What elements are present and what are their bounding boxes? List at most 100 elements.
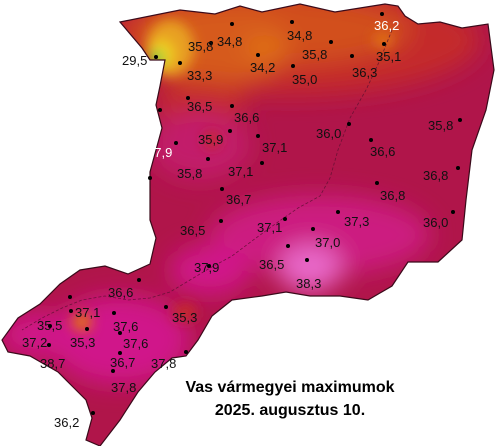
station-dot [47,343,51,347]
station-temperature-label: 36,7 [110,355,135,370]
station-dot [228,129,232,133]
station-temperature-label: 36,6 [108,285,133,300]
station-dot [369,138,373,142]
station-temperature-label: 37,1 [75,305,100,320]
station-temperature-label: 38,7 [40,356,65,371]
station-marker: 37,1 [68,295,100,320]
station-marker: 36,7 [220,187,251,207]
station-dot [456,166,460,170]
station-marker: 37,8 [111,369,136,395]
station-dot [184,350,188,354]
station-marker: 37,1 [228,161,264,179]
station-temperature-label: 34,2 [250,60,275,75]
station-temperature-label: 35,0 [292,72,317,87]
station-marker: 37,9 [194,260,219,275]
county-border [1,3,495,446]
station-marker: 36,5 [186,96,212,114]
station-dot [311,227,315,231]
station-temperature-label: 33,3 [187,68,212,83]
station-dot [283,217,287,221]
station-temperature-label: 37,6 [113,319,138,334]
station-marker: 37,6 [118,331,148,351]
station-marker: 37,8 [151,350,188,371]
station-temperature-label: 36,7 [226,192,251,207]
station-marker: 37,9 [147,141,178,160]
station-temperature-label: 37,8 [117,181,142,196]
station-temperature-label: 36,3 [352,65,377,80]
station-temperature-label: 37,9 [194,260,219,275]
station-dot [219,219,223,223]
station-dot [329,40,333,44]
station-marker: 36,0 [423,210,455,230]
station-temperature-label: 36,0 [423,215,448,230]
station-temperature-label: 37,9 [147,145,172,160]
station-temperature-label: 35,9 [198,132,223,147]
station-temperature-label: 37,1 [262,140,287,155]
station-dot [305,258,309,262]
station-dot [230,22,234,26]
station-temperature-label: 35,8 [302,47,327,62]
station-dot [382,42,386,46]
station-marker: 37,2 [22,324,52,350]
station-dot [69,309,73,313]
station-temperature-label: 37,8 [111,380,136,395]
station-marker: 34,8 [217,22,242,49]
station-marker: 38,3 [296,258,321,291]
station-temperature-label: 36,2 [374,18,399,33]
station-temperature-label: 36,5 [130,113,155,128]
station-marker: 35,0 [291,64,317,87]
station-temperature-label: 38,3 [296,276,321,291]
station-temperature-label: 36,5 [180,223,205,238]
station-dot [220,187,224,191]
station-marker: 36,5 [180,219,223,238]
station-dot [291,64,295,68]
station-temperature-label: 37,1 [257,220,282,235]
station-dot [111,369,115,373]
station-dot [256,53,260,57]
station-dot [451,210,455,214]
station-marker: 36,0 [316,122,351,141]
station-marker: 35,8 [177,157,210,181]
station-dot [206,157,210,161]
station-temperature-label: 37,6 [123,336,148,351]
station-marker: 35,8 [188,39,213,54]
station-marker: 36,3 [350,54,377,80]
station-temperature-label: 29,5 [122,53,147,68]
station-temperature-label: 35,3 [70,335,95,350]
station-temperature-label: 36,0 [316,126,341,141]
station-dot [174,141,178,145]
station-dot [207,264,211,268]
station-temperature-label: 34,8 [217,34,242,49]
station-dot [164,305,168,309]
station-dot [154,55,158,59]
station-dot [230,104,234,108]
station-marker: 35,3 [164,305,197,325]
station-marker: 35,8 [302,40,333,62]
station-marker: 36,2 [374,12,399,33]
station-temperature-label: 35,3 [172,310,197,325]
station-temperature-label: 37,8 [151,356,176,371]
station-marker: 37,8 [117,176,152,196]
station-temperature-label: 36,5 [259,257,284,272]
station-temperature-label: 35,8 [188,39,213,54]
station-dot [458,118,462,122]
station-marker: 38,7 [40,343,65,371]
station-temperature-label: 35,8 [428,118,453,133]
station-marker: 35,3 [70,327,95,350]
station-dot [112,311,116,315]
station-dot [336,210,340,214]
station-dot [290,20,294,24]
station-marker: 37,3 [336,210,369,229]
river-line [21,29,393,331]
station-dot [48,324,52,328]
map-title: Vas vármegyei maximumok [185,379,394,396]
station-dot [375,181,379,185]
station-dot [256,134,260,138]
station-temperature-label: 36,2 [54,415,79,430]
station-dot [350,54,354,58]
station-dot [118,351,122,355]
station-temperature-label: 36,6 [370,144,395,159]
station-marker: 34,2 [250,53,275,75]
